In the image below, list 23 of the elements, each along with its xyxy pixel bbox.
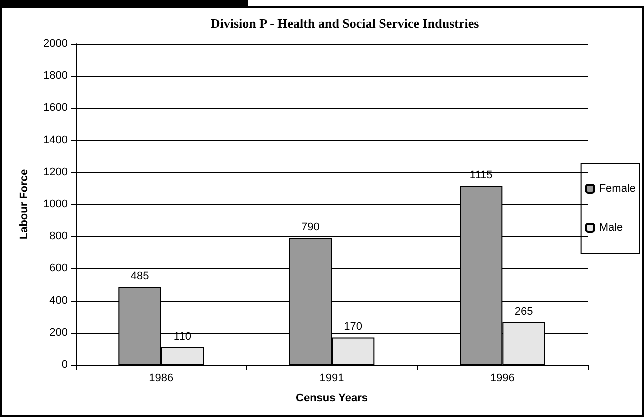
y-tick-label: 1600 xyxy=(44,102,68,114)
x-tick-label: 1991 xyxy=(320,372,344,384)
y-tick-label: 200 xyxy=(50,326,68,339)
y-tick-label: 1800 xyxy=(44,70,68,82)
y-tick-label: 0 xyxy=(62,359,68,371)
y-tick-label: 600 xyxy=(50,262,68,275)
legend-label: Male xyxy=(599,222,624,234)
y-tick-label: 800 xyxy=(50,230,68,243)
y-tick-label: 2000 xyxy=(44,38,68,50)
y-tick-label: 1200 xyxy=(44,166,68,178)
data-label: 265 xyxy=(514,306,534,318)
y-tick-label: 400 xyxy=(50,294,68,307)
legend-label: Female xyxy=(599,183,636,195)
y-axis-title: Labour Force xyxy=(18,169,30,240)
x-axis-title: Census Years xyxy=(296,392,368,404)
data-label: 485 xyxy=(130,270,150,283)
y-tick-label: 1400 xyxy=(44,134,68,146)
chart-title: Division P - Health and Social Service Industries xyxy=(210,16,480,31)
data-label: 170 xyxy=(344,321,363,334)
x-tick-label: 1996 xyxy=(490,372,515,384)
x-tick-label: 1986 xyxy=(149,372,174,384)
y-tick-label: 1000 xyxy=(44,198,68,210)
data-label: 790 xyxy=(301,222,320,234)
